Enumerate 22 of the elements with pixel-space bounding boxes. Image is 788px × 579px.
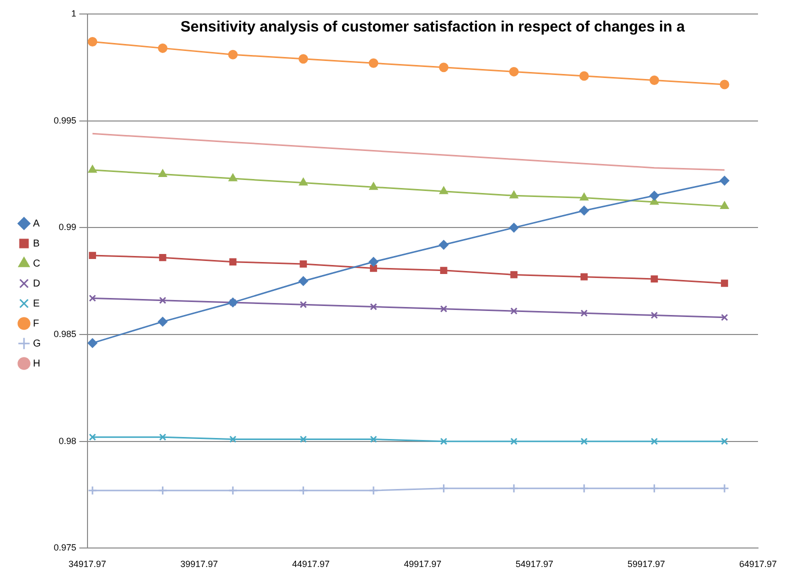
y-tick-label: 1 (71, 8, 76, 18)
y-tick-label: 0.995 (54, 115, 76, 126)
legend-label: B (33, 238, 40, 250)
x-tick-label: 44917.97 (292, 559, 330, 570)
x-tick-label: 49917.97 (404, 559, 442, 570)
legend-label: A (33, 218, 40, 230)
y-tick-label: 0.985 (54, 329, 76, 340)
x-tick-label: 54917.97 (516, 559, 554, 570)
x-tick-label: 39917.97 (180, 559, 218, 570)
y-tick-label: 0.975 (54, 542, 76, 553)
legend-label: E (33, 298, 40, 310)
legend-label: F (33, 318, 40, 330)
y-tick-label: 0.98 (58, 436, 76, 446)
x-tick-label: 59917.97 (627, 559, 665, 570)
legend-label: G (33, 338, 41, 350)
y-tick-label: 0.99 (58, 222, 76, 232)
legend-label: D (33, 278, 40, 290)
legend-label: H (33, 358, 40, 370)
legend-label: C (33, 258, 40, 270)
chart-title: Sensitivity analysis of customer satisfaction in respect of changes in a (180, 18, 686, 36)
x-tick-label: 64917.97 (739, 559, 777, 570)
x-tick-label: 34917.97 (68, 559, 106, 570)
